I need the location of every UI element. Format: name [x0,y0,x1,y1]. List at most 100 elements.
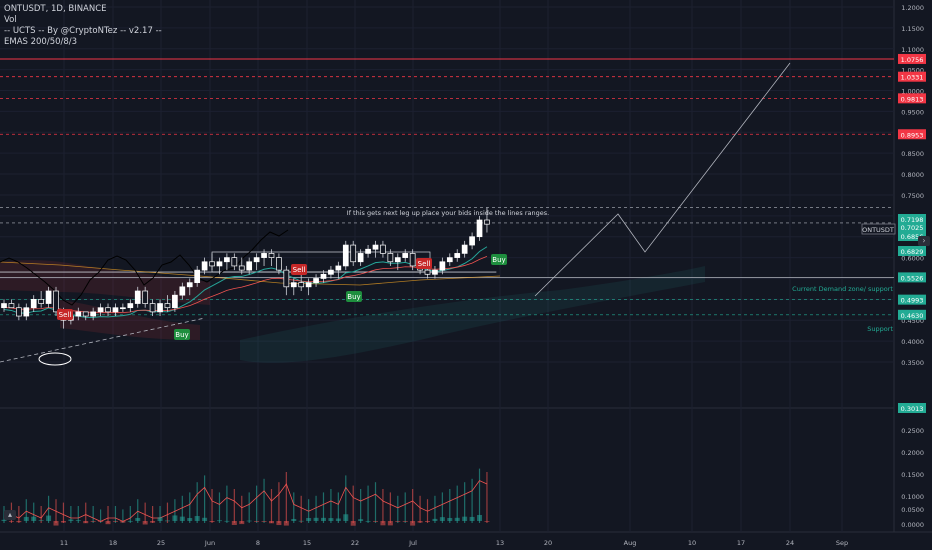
oscillator-bar [432,518,438,521]
price-tick: 0.8500 [901,150,924,158]
candle-up [45,290,52,304]
legend-indicator[interactable]: -- UCTS -- By @CryptoNTez -- v2.17 -- [4,26,162,36]
time-tick: 15 [303,539,311,547]
main-note: If this gets next leg up place your bids… [347,209,549,217]
demand-zone-label: Current Demand zone/ support [792,285,893,293]
oscillator-bar [276,521,282,526]
oscillator-bar [283,521,289,526]
candle-up [172,294,178,309]
candle-up [454,253,461,258]
volume-bar [181,495,183,523]
oscillator-bar [484,521,490,522]
oscillator-histogram [1,514,490,526]
red-band [0,260,210,305]
candle-down [238,265,245,271]
volume-bar [389,492,391,523]
candle-up [157,303,163,313]
oscillator-bar [127,520,133,522]
oscillator-bar [8,521,14,522]
volume-bar [464,482,466,523]
price-tick: 0.9500 [901,108,924,116]
collapse-legend-icon[interactable]: ▴ [4,510,16,520]
candle-down [231,257,238,267]
candle-up [446,257,453,263]
price-label: 0.4630 [901,312,924,320]
candle-down [38,299,45,304]
candle-down [283,269,290,288]
red-band-lower [60,300,200,340]
time-tick: Sep [836,539,848,547]
oscillator-bar [187,518,193,521]
time-tick: 20 [544,539,552,547]
projection-line [534,62,791,297]
candle-down [380,244,386,254]
oscillator-bar [254,521,260,522]
price-tick: 1.0500 [901,67,924,75]
volume-bar [47,495,50,523]
candle-down [164,303,171,309]
volume-bar [33,502,35,523]
candle-up [23,307,30,317]
scroll-right-icon[interactable]: › [918,236,930,246]
candle-down [209,261,215,267]
price-label: 0.6856 [901,233,924,241]
signal-label: Buy [347,293,360,301]
volume-bars [3,468,488,523]
oscillator-bar [31,516,37,521]
signal-label: Sell [293,266,306,274]
volume-bar [211,489,213,523]
volume-bar [434,495,436,523]
price-tick: 1.1500 [901,25,924,33]
oscillator-bar [454,517,460,521]
candle-up [201,261,208,271]
signal-badges: Sell Buy Sell Buy Sell Buy [57,254,507,340]
volume-bar [337,492,339,523]
legend-ema[interactable]: EMAS 200/50/8/3 [4,37,78,47]
oscillator-bar [142,521,148,525]
time-tick: 17 [737,539,745,547]
support-label: Support [867,325,893,333]
candle-up [127,303,134,309]
sell-signal-badge [291,264,307,275]
price-label: 1.0331 [901,74,924,82]
volume-tick: 0.1000 [901,493,924,501]
volume-bar [204,475,206,523]
oscillator-bar [98,521,104,522]
price-label-box [898,214,926,224]
candle-up [402,253,409,258]
price-label-box [898,294,926,305]
sell-signal-badge [57,309,73,320]
candle-up [372,244,379,250]
symbol-tag-text: ONTUSDT [862,226,894,234]
price-label-box [898,309,926,320]
volume-bar [241,495,243,523]
volume-bar [189,492,191,523]
oscillator-bar [157,517,163,521]
volume-bar [62,502,65,523]
candle-down [276,257,282,271]
overlay-line [0,229,289,306]
legend-symbol[interactable]: ONTUSDT, 1D, BINANCE [4,4,107,14]
volume-bar [152,506,154,523]
oscillator-bar [216,520,222,522]
horizontal-levels [0,58,894,316]
volume-bar [360,489,362,523]
price-axis[interactable]: 1.2000 1.1500 1.1000 1.0500 1.0000 0.9500 0.85… [898,4,926,529]
volume-bar [374,482,377,523]
time-axis[interactable]: 11 18 25 Jun 8 15 22 Jul 13 20 Aug 10 17 24 Sep [60,539,848,547]
time-tick: 18 [109,539,117,547]
price-label: 0.6829 [901,248,924,256]
volume-bar [122,509,124,523]
candle-up [75,311,82,317]
volume-bar [18,506,20,523]
candle-down [268,253,275,258]
time-tick: Aug [624,539,637,547]
oscillator-bar [202,517,208,521]
candle-up [357,253,364,263]
volume-bar [114,506,117,523]
candle-down [53,290,59,313]
legend-volume[interactable]: Vol [4,15,17,25]
oscillator-bar [462,516,468,521]
price-label: 0.7198 [901,216,924,224]
